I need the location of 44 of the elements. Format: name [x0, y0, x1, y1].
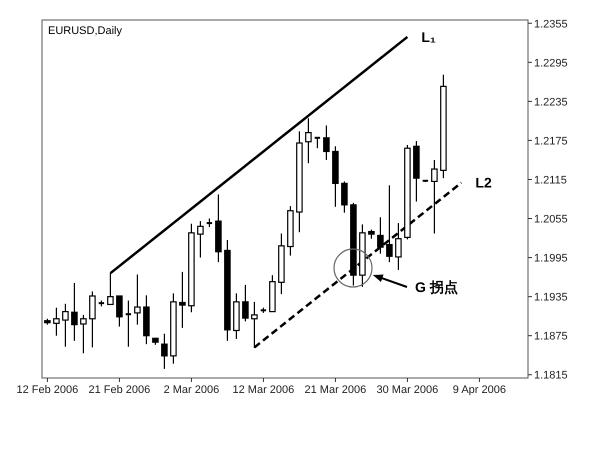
ytick-label: 1.1995 [534, 252, 568, 265]
ytick-label: 1.2235 [534, 96, 568, 108]
candlestick [251, 301, 258, 349]
xtick-label: 12 Mar 2006 [232, 384, 294, 396]
candlestick [323, 124, 330, 161]
ytick-label: 1.1935 [534, 292, 568, 304]
ytick-label: 1.1815 [534, 370, 568, 382]
xtick-label: 21 Feb 2006 [88, 384, 150, 396]
candlestick [62, 303, 69, 348]
candlestick [305, 118, 312, 164]
candlestick [107, 272, 114, 306]
xtick-label: 2 Mar 2006 [164, 384, 220, 396]
xtick-label: 12 Feb 2006 [16, 384, 78, 396]
ytick-label: 1.2115 [534, 174, 567, 186]
ytick-label: 1.1875 [534, 330, 568, 343]
candlestick [89, 290, 96, 348]
series-label: L₁ [421, 28, 436, 45]
candlestick [242, 284, 249, 322]
candlestick [71, 282, 78, 342]
title: EURUSD,Daily [48, 25, 122, 37]
candlestick [431, 159, 438, 234]
candlestick [80, 314, 87, 354]
ytick-label: 1.2175 [534, 135, 568, 148]
candlestick [368, 228, 375, 240]
annotation: G 拐点 [415, 279, 458, 295]
candlestick [53, 307, 60, 336]
ytick-label: 1.2295 [534, 57, 568, 70]
candlestick [314, 136, 322, 149]
xtick-label: 9 Apr 2006 [452, 384, 506, 396]
candlestick [134, 274, 141, 326]
xtick-label: 21 Mar 2006 [304, 384, 366, 396]
candlestick [386, 184, 393, 263]
series-label: L2 [475, 174, 492, 191]
ytick-label: 1.2055 [534, 214, 568, 226]
candlestick [197, 220, 204, 258]
candlestick [341, 180, 348, 214]
candlestick [179, 271, 186, 328]
candlestick [124, 300, 132, 348]
candlestick [395, 222, 402, 271]
candlestick [116, 295, 123, 328]
candlestick [377, 216, 384, 254]
xtick-label: 30 Mar 2006 [376, 384, 438, 396]
candlestick [161, 333, 168, 370]
ytick-label: 1.2355 [534, 18, 568, 30]
